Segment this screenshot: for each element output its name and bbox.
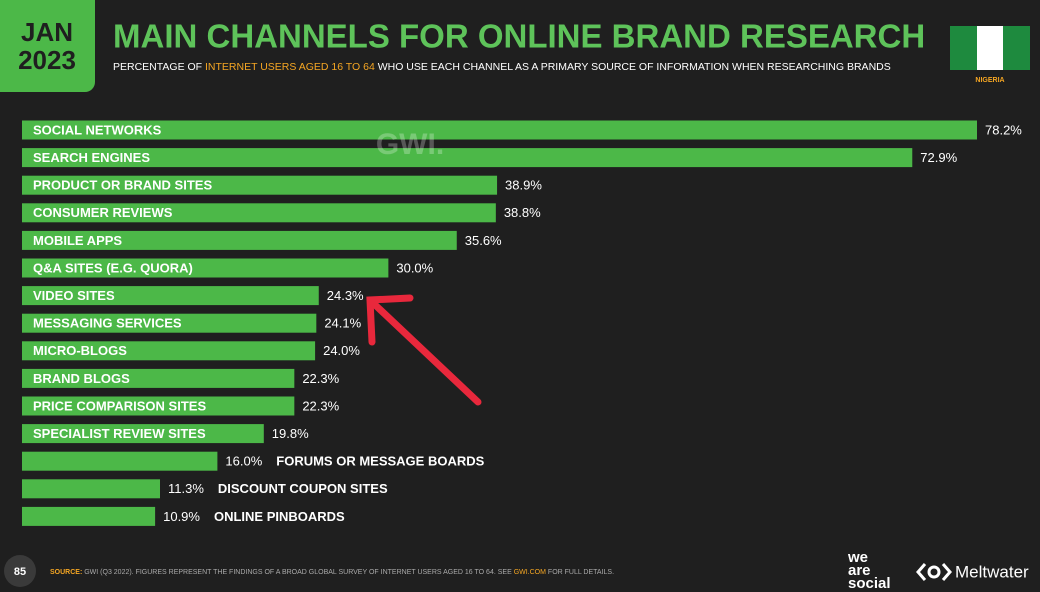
watermark: GWI. bbox=[376, 128, 444, 161]
logo-mark bbox=[927, 565, 941, 579]
value-label: 24.0% bbox=[323, 343, 360, 358]
bar bbox=[22, 120, 977, 140]
value-label: 22.3% bbox=[302, 398, 339, 413]
country: NIGERIA bbox=[975, 77, 1004, 84]
brand-line: we bbox=[847, 549, 868, 566]
page-number: 85 bbox=[14, 566, 26, 578]
flag-white bbox=[977, 26, 1003, 70]
bar bbox=[22, 479, 160, 499]
category-label: FORUMS OR MESSAGE BOARDS bbox=[276, 454, 484, 469]
source-text: GWI (Q3 2022). FIGURES REPRESENT THE FIN… bbox=[82, 569, 513, 576]
category-label: SOCIAL NETWORKS bbox=[33, 122, 162, 137]
date-year: 2023 bbox=[18, 45, 76, 75]
value-label: 35.6% bbox=[465, 233, 502, 248]
value-label: 22.3% bbox=[302, 371, 339, 386]
bar bbox=[22, 451, 218, 471]
bar bbox=[22, 424, 264, 444]
logo-mark bbox=[916, 563, 927, 581]
logo-mark bbox=[941, 563, 952, 581]
subtitle: PERCENTAGE OF INTERNET USERS AGED 16 TO … bbox=[113, 61, 891, 73]
category-label: BRAND BLOGS bbox=[33, 371, 130, 386]
brand-line: social bbox=[848, 575, 891, 592]
category-label: VIDEO SITES bbox=[33, 288, 115, 303]
chart-title: MAIN CHANNELS FOR ONLINE BRAND RESEARCH bbox=[113, 18, 925, 55]
source-tail: FOR FULL DETAILS. bbox=[546, 569, 614, 576]
subtitle-part: WHO USE EACH CHANNEL AS A PRIMARY SOURCE… bbox=[375, 61, 891, 73]
bar bbox=[22, 368, 295, 388]
category-label: SPECIALIST REVIEW SITES bbox=[33, 426, 206, 441]
value-label: 11.3% bbox=[168, 481, 204, 496]
date-month: JAN bbox=[21, 17, 73, 47]
brand-name: Meltwater bbox=[955, 562, 1029, 581]
category-label: MOBILE APPS bbox=[33, 233, 122, 248]
value-label: 38.9% bbox=[505, 178, 542, 193]
bar bbox=[22, 148, 913, 168]
category-label: CONSUMER REVIEWS bbox=[33, 205, 173, 220]
value-label: 10.9% bbox=[163, 509, 200, 524]
category-label: Q&A SITES (E.G. QUORA) bbox=[33, 260, 193, 275]
source-link: GWI.COM bbox=[514, 569, 546, 576]
flag bbox=[950, 26, 1030, 70]
value-label: 24.1% bbox=[324, 316, 361, 331]
bar bbox=[22, 341, 316, 361]
value-label: 19.8% bbox=[272, 426, 309, 441]
arrow-shaft bbox=[368, 298, 482, 406]
source-label: SOURCE: bbox=[50, 569, 82, 576]
category-label: PRODUCT OR BRAND SITES bbox=[33, 178, 212, 193]
category-label: ONLINE PINBOARDS bbox=[214, 509, 345, 524]
brand-line: are bbox=[848, 562, 871, 579]
subtitle-part: PERCENTAGE OF bbox=[113, 61, 205, 73]
bars: 78.2% SOCIAL NETWORKS 72.9% SEARCH ENGINES 3… bbox=[22, 120, 1022, 526]
bar bbox=[22, 175, 498, 195]
value-label: 16.0% bbox=[225, 454, 262, 469]
annotation-arrow bbox=[366, 294, 482, 406]
meltwater-logo bbox=[916, 563, 952, 581]
bar bbox=[22, 396, 295, 416]
category-label: DISCOUNT COUPON SITES bbox=[218, 481, 388, 496]
page-badge bbox=[4, 555, 36, 587]
value-label: 38.8% bbox=[504, 205, 541, 220]
date-box bbox=[0, 0, 95, 92]
value-label: 78.2% bbox=[985, 122, 1022, 137]
value-label: 24.3% bbox=[327, 288, 364, 303]
arrow-head bbox=[366, 294, 414, 346]
bar bbox=[22, 506, 156, 526]
category-label: PRICE COMPARISON SITES bbox=[33, 398, 206, 413]
category-label: MICRO-BLOGS bbox=[33, 343, 127, 358]
bar bbox=[22, 286, 319, 306]
bar bbox=[22, 203, 496, 223]
source: SOURCE: GWI (Q3 2022). FIGURES REPRESENT… bbox=[50, 569, 614, 576]
bar bbox=[22, 230, 457, 250]
bar bbox=[22, 258, 389, 278]
value-label: 30.0% bbox=[396, 260, 433, 275]
bar bbox=[22, 313, 317, 333]
category-label: MESSAGING SERVICES bbox=[33, 316, 182, 331]
category-label: SEARCH ENGINES bbox=[33, 150, 150, 165]
subtitle-highlight: INTERNET USERS AGED 16 TO 64 bbox=[205, 61, 375, 73]
value-label: 72.9% bbox=[920, 150, 957, 165]
